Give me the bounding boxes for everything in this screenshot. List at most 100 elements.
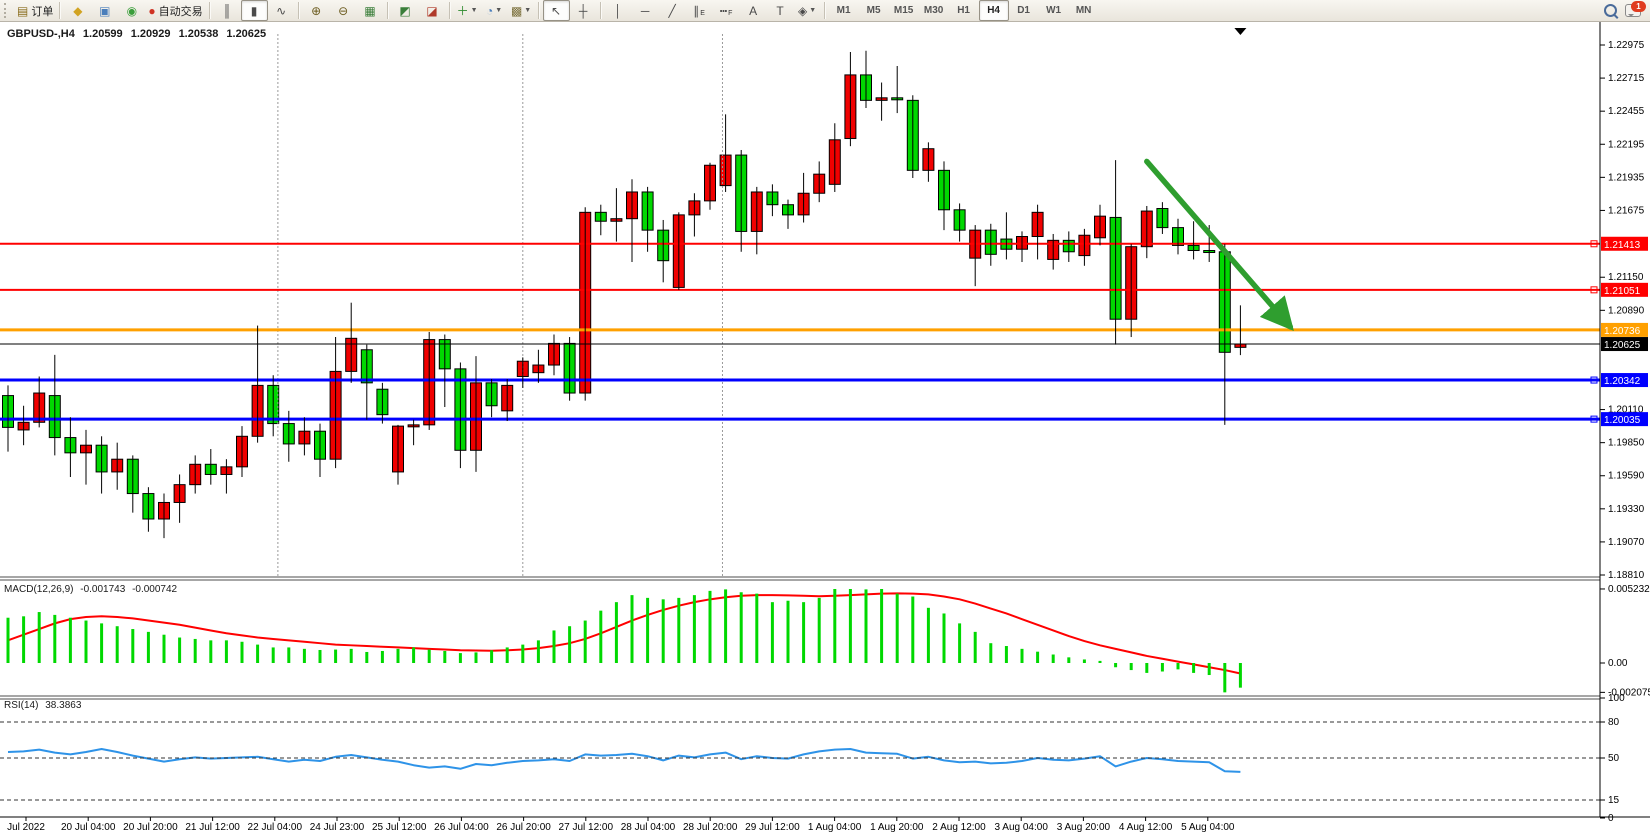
- svg-text:Jul 2022: Jul 2022: [7, 822, 45, 833]
- text-label-icon: T: [776, 3, 784, 18]
- auto-trading-button[interactable]: ● 自动交易: [148, 3, 203, 18]
- candlestick-chart-button[interactable]: ▮: [240, 0, 268, 21]
- text-label-button[interactable]: T: [767, 0, 794, 21]
- periods-icon: ◔: [486, 3, 494, 18]
- svg-text:15: 15: [1608, 795, 1620, 806]
- svg-text:1.20890: 1.20890: [1608, 305, 1645, 316]
- arrows-button[interactable]: ◈ ▼: [798, 3, 817, 18]
- profile-short-button[interactable]: ◪: [419, 0, 446, 21]
- svg-text:1 Aug 20:00: 1 Aug 20:00: [870, 822, 924, 833]
- svg-text:1 Aug 04:00: 1 Aug 04:00: [808, 822, 862, 833]
- time-axis[interactable]: Jul 2022 20 Jul 04:00 20 Jul 20:00 21 Jul 1…: [7, 822, 1235, 833]
- svg-text:3 Aug 04:00: 3 Aug 04:00: [995, 822, 1049, 833]
- line-chart-icon: ∿: [276, 3, 287, 18]
- svg-text:4 Aug 12:00: 4 Aug 12:00: [1119, 822, 1173, 833]
- bar-chart-icon: ║: [222, 3, 232, 18]
- notifications-icon[interactable]: 1: [1625, 1, 1646, 17]
- bar-chart-button[interactable]: ║: [214, 0, 241, 21]
- macd-value: -0.001743: [80, 584, 126, 595]
- line-chart-button[interactable]: ∿: [268, 0, 295, 21]
- chart-cube-icon: ◆: [73, 3, 83, 18]
- crosshair-button[interactable]: ┼: [570, 0, 597, 21]
- chart-cube-button[interactable]: ◆: [64, 0, 91, 21]
- svg-text:21 Jul 12:00: 21 Jul 12:00: [185, 822, 240, 833]
- vertical-line-button[interactable]: │: [605, 0, 632, 21]
- terminal-button[interactable]: ▣: [91, 0, 118, 21]
- svg-text:24 Jul 23:00: 24 Jul 23:00: [310, 822, 365, 833]
- rsi-panel[interactable]: [7, 748, 1241, 773]
- tile-windows-button[interactable]: ▦: [357, 0, 384, 21]
- equidistant-channel-button[interactable]: ∥ E: [693, 3, 705, 18]
- indicators-button[interactable]: ＋ ▼: [456, 4, 478, 18]
- cursor-button[interactable]: ↖: [542, 0, 570, 21]
- svg-text:100: 100: [1608, 693, 1625, 704]
- chart-title: GBPUSD-,H4 1.20599 1.20929 1.20538 1.206…: [7, 28, 271, 40]
- tf-M5[interactable]: M5: [866, 5, 881, 16]
- tf-H4[interactable]: H4: [978, 0, 1009, 21]
- signals-button[interactable]: ◉: [118, 0, 145, 21]
- arrows-icon: ◈: [798, 3, 808, 18]
- macd-signal-value: -0.000742: [132, 584, 178, 595]
- svg-text:5 Aug 04:00: 5 Aug 04:00: [1181, 822, 1235, 833]
- svg-text:50: 50: [1608, 753, 1620, 764]
- tf-MN[interactable]: MN: [1075, 5, 1092, 16]
- last-bar-marker: [1234, 28, 1247, 35]
- macd-panel[interactable]: [7, 592, 1241, 675]
- tf-D1[interactable]: D1: [1017, 5, 1030, 16]
- zoom-out-icon: ⊖: [338, 3, 349, 18]
- macd-name: MACD(12,26,9): [4, 584, 74, 595]
- svg-text:26 Jul 20:00: 26 Jul 20:00: [496, 822, 551, 833]
- toolbar: ▤ 订单 ◆ ▣ ◉ ● 自动交易 ║ ▮ ∿ ⊕ ⊖ ▦ ◩ ◪ ＋ ▼ ◔ ▼ ▩ ▼ ↖ ┼ │ ─ ╱ ∥ E ┅ F A T ◈ ▼ M1…: [0, 0, 1650, 22]
- price-badge: [1601, 412, 1648, 427]
- rsi-name: RSI(14): [4, 700, 39, 711]
- tf-H1[interactable]: H1: [957, 5, 970, 16]
- toolbar-drag-handle: [4, 3, 10, 18]
- svg-text:29 Jul 12:00: 29 Jul 12:00: [745, 822, 800, 833]
- price-axis[interactable]: 1.22975 1.22715 1.22455 1.22195 1.21935 1.216…: [1601, 40, 1650, 824]
- svg-text:1.19850: 1.19850: [1608, 438, 1645, 449]
- svg-text:1.20736: 1.20736: [1604, 326, 1641, 337]
- svg-text:1.19330: 1.19330: [1608, 504, 1645, 515]
- rsi-value: 38.3863: [45, 700, 82, 711]
- svg-text:1.22975: 1.22975: [1608, 40, 1645, 51]
- svg-text:0.00: 0.00: [1608, 658, 1628, 669]
- crosshair-icon: ┼: [578, 3, 588, 18]
- profile-short-icon: ◪: [426, 3, 438, 18]
- zoom-out-button[interactable]: ⊖: [330, 0, 357, 21]
- tf-M30[interactable]: M30: [923, 5, 944, 16]
- svg-text:1.21150: 1.21150: [1608, 272, 1644, 283]
- periods-button[interactable]: ◔ ▼: [486, 3, 503, 18]
- price-badge: [1601, 236, 1648, 251]
- ohlc-low: 1.20538: [178, 28, 219, 40]
- trendline-button[interactable]: ╱: [659, 0, 686, 21]
- new-order-button[interactable]: ▤ 订单: [17, 3, 54, 18]
- tf-M15[interactable]: M15: [893, 5, 914, 16]
- zoom-in-button[interactable]: ⊕: [303, 0, 330, 21]
- indicators-icon: ＋: [456, 4, 469, 18]
- horizontal-line-button[interactable]: ─: [632, 0, 659, 21]
- vertical-line-icon: │: [614, 3, 622, 18]
- svg-text:0: 0: [1608, 813, 1614, 824]
- price-badge: [1601, 282, 1648, 297]
- trend-arrow[interactable]: [1144, 158, 1294, 332]
- search-icon[interactable]: [1604, 4, 1617, 17]
- svg-text:1.22455: 1.22455: [1608, 106, 1645, 117]
- svg-text:1.19070: 1.19070: [1608, 537, 1645, 548]
- templates-icon: ▩: [510, 3, 523, 18]
- chart-area[interactable]: 1.22975 1.22715 1.22455 1.22195 1.21935 1.216…: [0, 22, 1650, 833]
- svg-text:1.20110: 1.20110: [1608, 405, 1644, 416]
- toolbar-separator: [386, 2, 389, 19]
- symbol-period: GBPUSD-,H4: [7, 28, 75, 40]
- signals-icon: ◉: [126, 3, 138, 18]
- terminal-icon: ▣: [99, 3, 111, 18]
- tf-M1[interactable]: M1: [836, 5, 851, 16]
- svg-text:1.20342: 1.20342: [1604, 376, 1641, 387]
- profile-long-icon: ◩: [399, 3, 411, 18]
- profile-long-button[interactable]: ◩: [392, 0, 419, 21]
- chart-canvas[interactable]: 1.22975 1.22715 1.22455 1.22195 1.21935 1.216…: [0, 22, 1650, 833]
- toolbar-separator: [59, 2, 62, 19]
- text-button[interactable]: A: [740, 0, 767, 21]
- fibonacci-button[interactable]: ┅ F: [719, 3, 733, 18]
- templates-button[interactable]: ▩ ▼: [510, 3, 532, 18]
- tf-W1[interactable]: W1: [1046, 5, 1062, 16]
